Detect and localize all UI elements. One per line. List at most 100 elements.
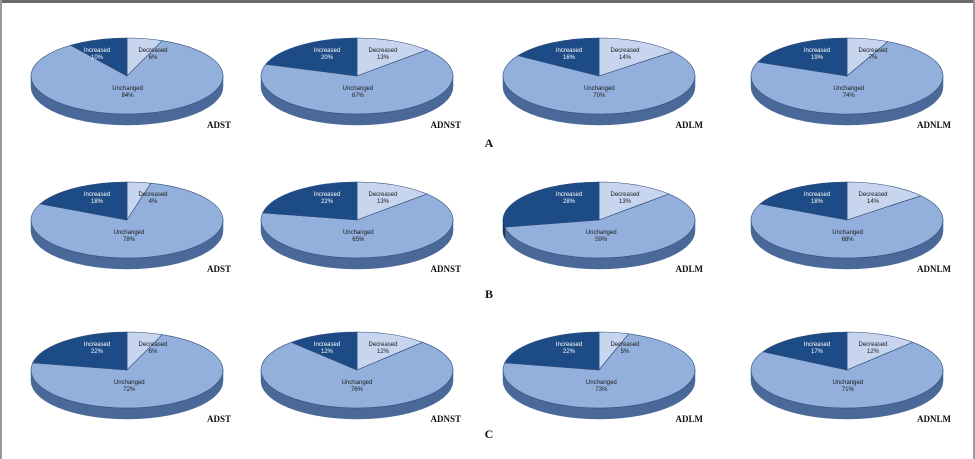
slice-percent-label: 74% xyxy=(843,93,856,99)
slice-name-label: Decreased xyxy=(610,342,639,348)
slice-percent-label: 72% xyxy=(123,387,136,393)
pie-slice-unchanged xyxy=(260,193,454,259)
chart-label: ADST xyxy=(207,264,231,274)
slice-name-label: Unchanged xyxy=(342,380,373,386)
slice-percent-label: 7% xyxy=(869,55,878,61)
slice-percent-label: 59% xyxy=(595,237,608,243)
slice-name-label: Decreased xyxy=(858,342,887,348)
slice-percent-label: 22% xyxy=(321,199,334,205)
slice-name-label: Increased xyxy=(804,192,830,198)
pie-slice-unchanged xyxy=(750,341,944,409)
slice-percent-label: 13% xyxy=(619,199,632,205)
slice-percent-label: 67% xyxy=(352,93,365,99)
pie-slice-decreased xyxy=(356,37,428,77)
chart-label: ADNLM xyxy=(917,120,952,130)
slice-name-label: Decreased xyxy=(368,192,397,198)
slice-percent-label: 73% xyxy=(595,387,608,393)
slice-name-label: Unchanged xyxy=(112,86,143,92)
chart-label: ADNLM xyxy=(917,264,952,274)
pie-slice-increased xyxy=(32,331,128,371)
pie-slice-decreased xyxy=(598,37,674,77)
chart-label: ADST xyxy=(207,120,231,130)
slice-name-label: Unchanged xyxy=(343,86,374,92)
pie-slice-unchanged xyxy=(750,41,944,115)
pie-slice-increased xyxy=(69,37,128,77)
slice-name-label: Increased xyxy=(314,342,340,348)
slice-name-label: Increased xyxy=(804,342,830,348)
slice-name-label: Decreased xyxy=(610,48,639,54)
slice-percent-label: 18% xyxy=(811,199,824,205)
slice-name-label: Increased xyxy=(314,192,340,198)
frame-left-border xyxy=(0,0,2,459)
pie-slice-decreased xyxy=(356,181,428,221)
slice-percent-label: 4% xyxy=(149,199,158,205)
slice-percent-label: 71% xyxy=(842,387,855,393)
slice-name-label: Decreased xyxy=(138,192,167,198)
chart-label: ADNST xyxy=(430,120,461,130)
slice-name-label: Unchanged xyxy=(586,230,617,236)
pie-slice-increased xyxy=(502,181,600,228)
slice-percent-label: 18% xyxy=(91,199,104,205)
slice-name-label: Decreased xyxy=(138,342,167,348)
pie-slice-increased xyxy=(504,331,600,371)
slice-name-label: Unchanged xyxy=(833,86,864,92)
pie-slice-unchanged xyxy=(260,341,454,409)
slice-name-label: Increased xyxy=(556,342,582,348)
slice-name-label: Increased xyxy=(314,48,340,54)
pie-slice-unchanged xyxy=(30,40,224,115)
slice-percent-label: 28% xyxy=(563,199,576,205)
chart-label: ADST xyxy=(207,414,231,424)
slice-name-label: Unchanged xyxy=(343,230,374,236)
chart-label: ADLM xyxy=(676,264,704,274)
slice-percent-label: 78% xyxy=(123,237,136,243)
pie-slice-increased xyxy=(290,331,358,371)
slice-percent-label: 16% xyxy=(563,55,576,61)
slice-name-label: Decreased xyxy=(368,48,397,54)
slice-percent-label: 6% xyxy=(149,349,158,355)
slice-percent-label: 12% xyxy=(321,349,334,355)
slice-name-label: Unchanged xyxy=(832,380,863,386)
chart-label: ADNLM xyxy=(917,414,952,424)
slice-percent-label: 70% xyxy=(593,93,606,99)
slice-name-label: Unchanged xyxy=(586,380,617,386)
slice-percent-label: 22% xyxy=(563,349,576,355)
slice-percent-label: 13% xyxy=(377,199,390,205)
pie-slice-decreased xyxy=(846,181,922,221)
chart-label: ADNST xyxy=(430,264,461,274)
slice-percent-label: 22% xyxy=(91,349,104,355)
slice-percent-label: 14% xyxy=(867,199,880,205)
pie-slice-decreased xyxy=(356,331,424,371)
panel-label: A xyxy=(485,136,494,150)
slice-name-label: Decreased xyxy=(138,48,167,54)
slice-name-label: Increased xyxy=(84,192,110,198)
slice-name-label: Decreased xyxy=(368,342,397,348)
slice-name-label: Unchanged xyxy=(832,230,863,236)
pie-slice-unchanged xyxy=(502,333,696,409)
pie-slice-unchanged xyxy=(30,182,224,259)
slice-name-label: Decreased xyxy=(858,192,887,198)
slice-percent-label: 84% xyxy=(122,93,135,99)
slice-percent-label: 5% xyxy=(621,349,630,355)
slice-percent-label: 6% xyxy=(149,55,158,61)
slice-percent-label: 19% xyxy=(811,55,824,61)
slice-percent-label: 17% xyxy=(811,349,824,355)
pie-slice-unchanged xyxy=(502,51,696,115)
slice-percent-label: 20% xyxy=(321,55,334,61)
chart-label: ADLM xyxy=(676,120,704,130)
slice-name-label: Unchanged xyxy=(584,86,615,92)
pie-slice-decreased xyxy=(598,181,670,221)
frame-right-border xyxy=(973,0,975,459)
slice-percent-label: 12% xyxy=(867,349,880,355)
pie-slice-increased xyxy=(757,37,848,77)
pie-slice-decreased xyxy=(846,331,914,371)
panel-label: B xyxy=(485,287,493,301)
